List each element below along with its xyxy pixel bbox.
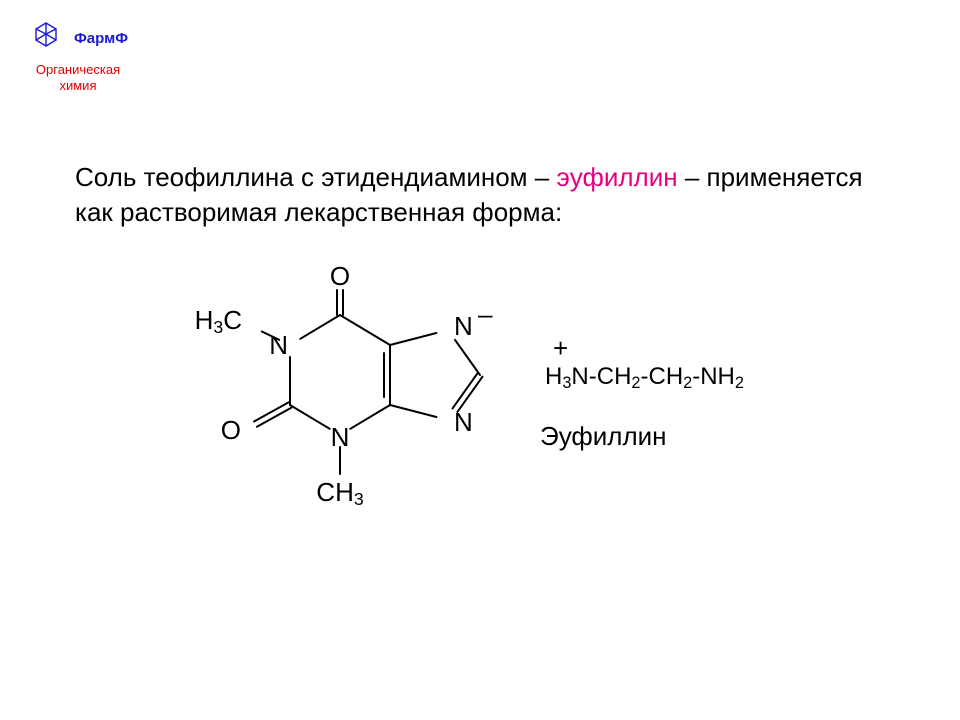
svg-text:–: –: [478, 299, 493, 329]
chemical-structure: OONNN–NH3CCH3+H3N-CH2-CH2-NH2Эуфиллин: [150, 260, 850, 560]
main-paragraph: Соль теофиллина с этидендиамином – эуфил…: [75, 160, 900, 230]
brand-text: ФармФ: [74, 30, 128, 47]
svg-text:H3C: H3C: [195, 305, 242, 337]
svg-text:N: N: [454, 311, 473, 341]
svg-text:H3N-CH2-CH2-NH2: H3N-CH2-CH2-NH2: [545, 363, 744, 392]
adamantane-logo-icon: [28, 20, 64, 56]
svg-text:+: +: [553, 333, 568, 363]
svg-text:N: N: [269, 330, 288, 360]
subject-line2: химия: [59, 78, 96, 93]
svg-text:N: N: [331, 422, 350, 452]
subject-line1: Органическая: [36, 62, 120, 77]
header-row: ФармФ: [28, 20, 128, 56]
svg-text:CH3: CH3: [316, 477, 364, 509]
header: ФармФ Органическая химия: [28, 20, 128, 93]
text-part1: Соль теофиллина с этидендиамином –: [75, 162, 556, 192]
svg-text:O: O: [330, 261, 350, 291]
subject-text: Органическая химия: [36, 62, 120, 93]
svg-text:O: O: [221, 415, 241, 445]
svg-text:Эуфиллин: Эуфиллин: [540, 421, 667, 451]
text-highlight: эуфиллин: [556, 162, 677, 192]
svg-text:N: N: [454, 407, 473, 437]
